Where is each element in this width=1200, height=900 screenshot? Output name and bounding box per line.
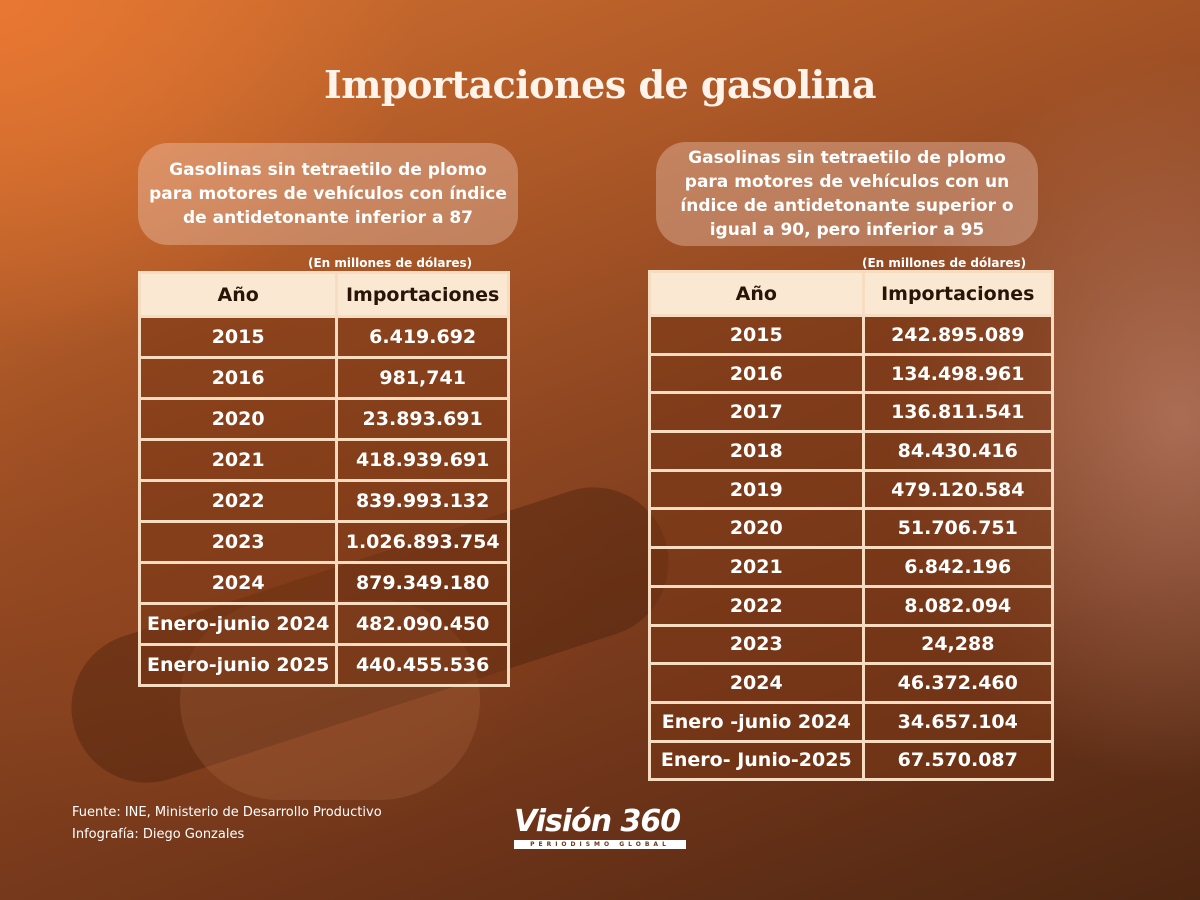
table-row: 2015 242.895.089 [648, 314, 1055, 356]
imports-cell: 23.893.691 [335, 397, 510, 441]
table-row: 2015 6.419.692 [137, 315, 510, 359]
year-cell: 2022 [648, 584, 865, 627]
table-row: Enero- Junio-2025 67.570.087 [648, 739, 1055, 782]
imports-cell: 981,741 [335, 356, 510, 400]
table-row: 2021 418.939.691 [137, 438, 510, 482]
imports-cell: 46.372.460 [861, 662, 1055, 704]
year-cell: 2020 [137, 397, 339, 441]
table-row: 2024 46.372.460 [648, 662, 1055, 704]
table-row: 2020 51.706.751 [648, 507, 1055, 550]
year-cell: 2017 [648, 391, 865, 434]
table-row: 2016 981,741 [137, 356, 510, 400]
year-cell: Enero-junio 2024 [137, 602, 339, 646]
imports-cell: 136.811.541 [861, 391, 1055, 434]
table-row: 2023 1.026.893.754 [137, 520, 510, 564]
left-table-description: Gasolinas sin tetraetilo de plomo para m… [138, 143, 518, 245]
year-cell: 2021 [137, 438, 339, 482]
year-cell: 2015 [648, 314, 865, 356]
imports-cell: 134.498.961 [861, 352, 1055, 395]
year-cell: 2018 [648, 430, 865, 472]
imports-cell: 51.706.751 [861, 507, 1055, 550]
source-text: Fuente: INE, Ministerio de Desarrollo Pr… [72, 805, 382, 820]
header-year: Año [137, 271, 339, 318]
imports-cell: 84.430.416 [861, 430, 1055, 472]
imports-cell: 242.895.089 [861, 314, 1055, 356]
header-imports: Importaciones [861, 270, 1055, 317]
table-row: Enero -junio 2024 34.657.104 [648, 700, 1055, 743]
year-cell: 2023 [137, 520, 339, 564]
footer-credits: Fuente: INE, Ministerio de Desarrollo Pr… [72, 802, 382, 846]
table-row: 2019 479.120.584 [648, 468, 1055, 511]
credit-text: Infografía: Diego Gonzales [72, 827, 245, 842]
table-row: Enero-junio 2024 482.090.450 [137, 602, 510, 646]
year-cell: Enero-junio 2025 [137, 643, 339, 687]
right-table-description: Gasolinas sin tetraetilo de plomo para m… [656, 142, 1038, 246]
table-row: 2018 84.430.416 [648, 430, 1055, 472]
table-header-row: Año Importaciones [648, 270, 1055, 317]
table-row: 2022 839.993.132 [137, 479, 510, 523]
year-cell: 2023 [648, 623, 865, 666]
year-cell: 2020 [648, 507, 865, 550]
table-row: 2024 879.349.180 [137, 561, 510, 605]
imports-cell: 24,288 [861, 623, 1055, 666]
header-year: Año [648, 270, 865, 317]
header-imports: Importaciones [335, 271, 510, 318]
imports-cell: 482.090.450 [335, 602, 510, 646]
table-row: 2023 24,288 [648, 623, 1055, 666]
imports-cell: 67.570.087 [861, 739, 1055, 782]
imports-cell: 440.455.536 [335, 643, 510, 687]
year-cell: 2016 [648, 352, 865, 395]
year-cell: 2024 [648, 662, 865, 704]
table-row: 2017 136.811.541 [648, 391, 1055, 434]
table-row: 2022 8.082.094 [648, 584, 1055, 627]
imports-cell: 8.082.094 [861, 584, 1055, 627]
year-cell: Enero -junio 2024 [648, 700, 865, 743]
vision360-logo: Visión 360 PERIODISMO GLOBAL [514, 806, 694, 849]
imports-cell: 879.349.180 [335, 561, 510, 605]
year-cell: 2016 [137, 356, 339, 400]
year-cell: 2022 [137, 479, 339, 523]
year-cell: 2015 [137, 315, 339, 359]
year-cell: 2024 [137, 561, 339, 605]
table-row: 2020 23.893.691 [137, 397, 510, 441]
table-header-row: Año Importaciones [137, 271, 510, 318]
imports-cell: 418.939.691 [335, 438, 510, 482]
logo-wordmark: Visión 360 [514, 804, 681, 839]
table-row: 2021 6.842.196 [648, 546, 1055, 588]
page-title: Importaciones de gasolina [324, 62, 876, 107]
imports-cell: 1.026.893.754 [335, 520, 510, 564]
year-cell: Enero- Junio-2025 [648, 739, 865, 782]
left-imports-table: Año Importaciones 2015 6.419.692 2016 981,7… [137, 271, 510, 687]
imports-cell: 34.657.104 [861, 700, 1055, 743]
imports-cell: 839.993.132 [335, 479, 510, 523]
left-table-unit: (En millones de dólares) [308, 256, 473, 270]
table-row: Enero-junio 2025 440.455.536 [137, 643, 510, 687]
year-cell: 2019 [648, 468, 865, 511]
imports-cell: 479.120.584 [861, 468, 1055, 511]
logo-tagline: PERIODISMO GLOBAL [514, 840, 686, 849]
year-cell: 2021 [648, 546, 865, 588]
imports-cell: 6.419.692 [335, 315, 510, 359]
right-table-unit: (En millones de dólares) [862, 256, 1027, 270]
right-imports-table: Año Importaciones 2015 242.895.089 2016 134… [648, 270, 1055, 782]
table-row: 2016 134.498.961 [648, 352, 1055, 395]
imports-cell: 6.842.196 [861, 546, 1055, 588]
